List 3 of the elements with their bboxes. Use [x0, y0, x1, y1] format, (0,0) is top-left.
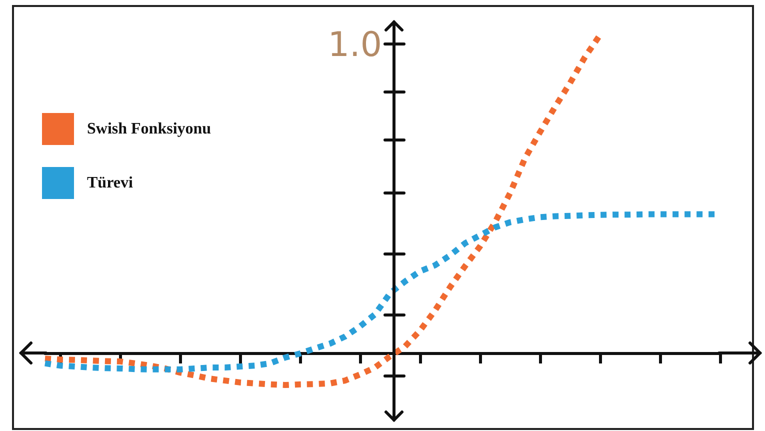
legend-label: Swish Fonksiyonu	[87, 120, 212, 138]
legend-label: Türevi	[87, 174, 134, 192]
annotation: 1.0	[328, 25, 382, 65]
